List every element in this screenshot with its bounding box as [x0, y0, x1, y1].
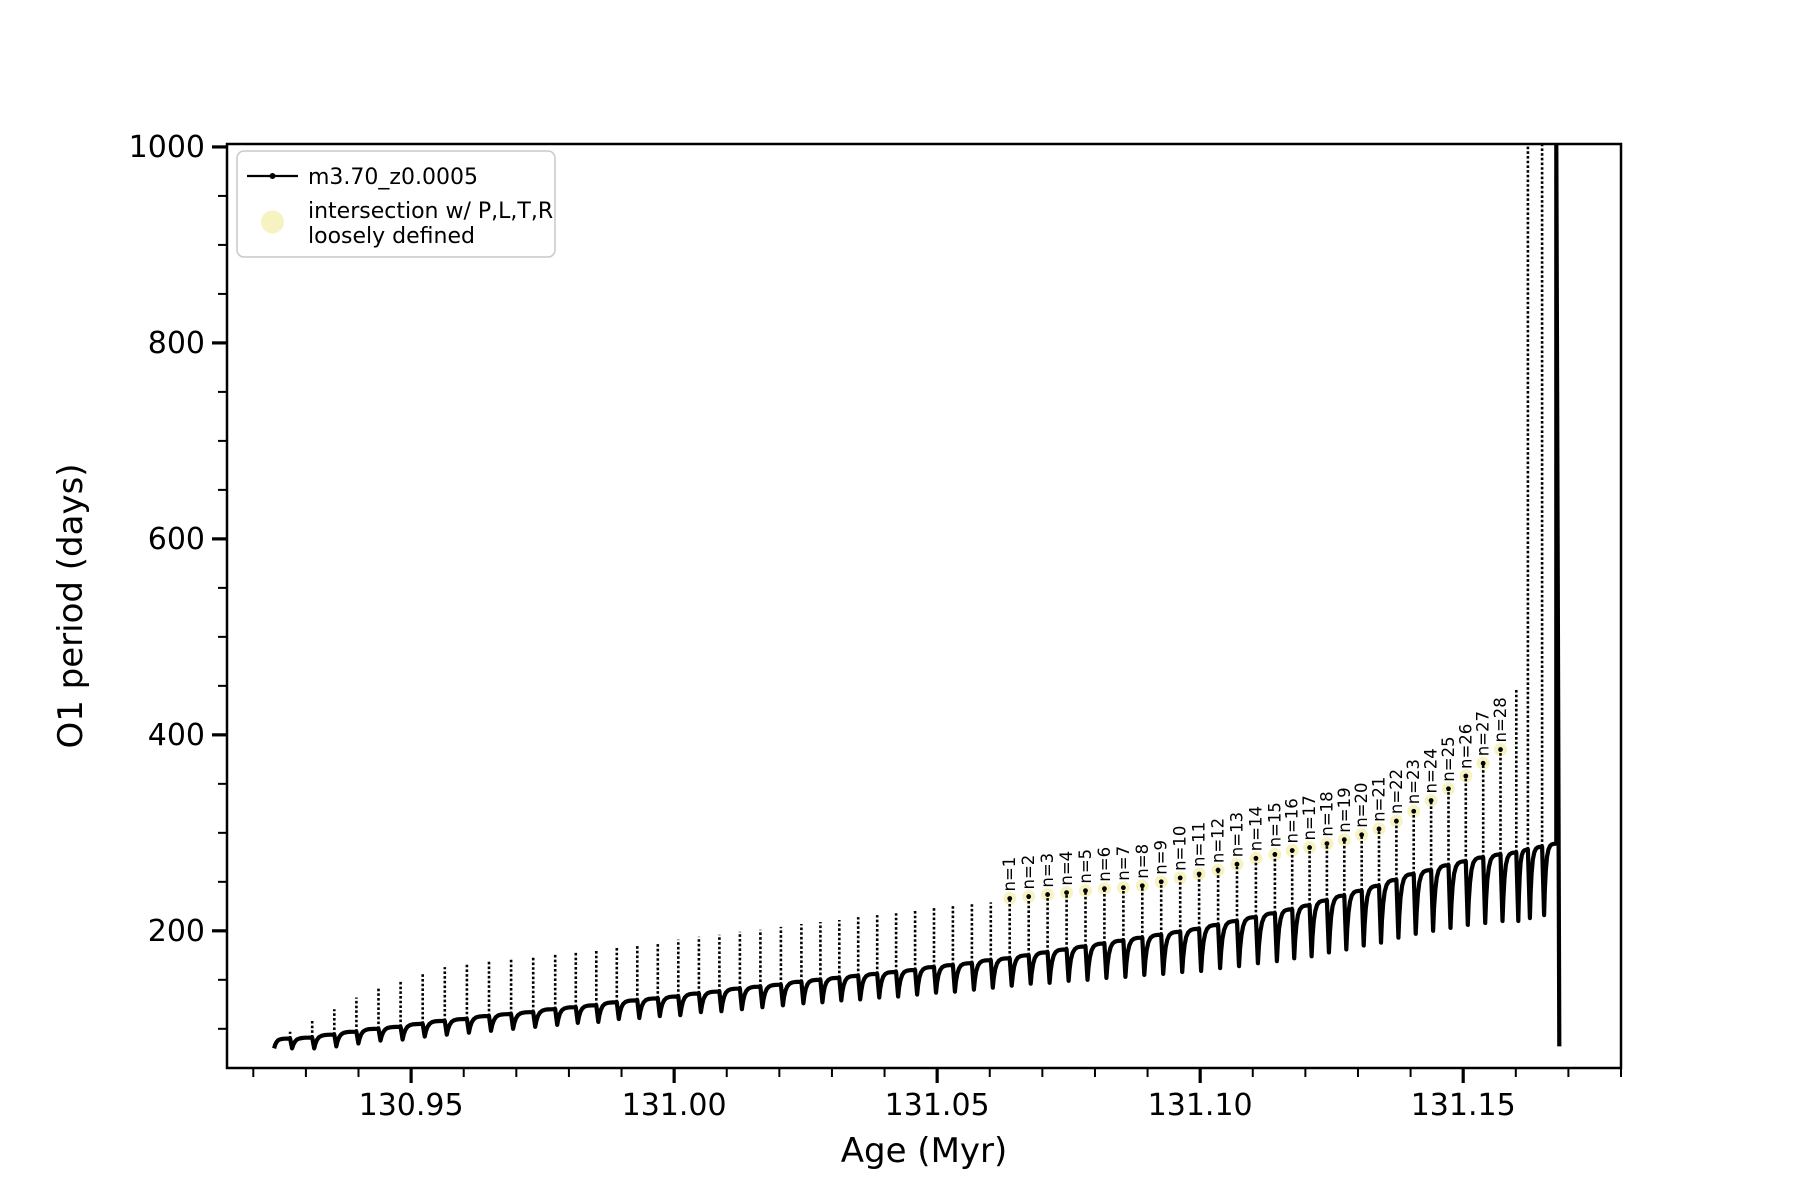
pulse-peak-dots	[1007, 747, 1503, 901]
pulse-peak-dot	[1393, 818, 1399, 824]
pulse-peak-dot	[1289, 848, 1295, 853]
legend-intersection-marker-icon	[261, 210, 284, 234]
pulse-peak-dot	[1158, 879, 1164, 885]
y-tick-label: 800	[148, 326, 205, 361]
pulse-label: n=18	[1317, 791, 1336, 836]
pulse-peak-dot	[1102, 886, 1107, 892]
legend-box	[236, 150, 556, 258]
pulse-label: n=26	[1456, 724, 1475, 769]
x-tick-label: 131.00	[622, 1088, 727, 1123]
pulse-peak-dot	[1324, 841, 1330, 847]
pulse-peak-dot	[1139, 883, 1145, 889]
axes-spines	[225, 142, 1623, 1070]
pulse-peak-dot	[1359, 832, 1365, 838]
pulse-peak-dot	[1234, 861, 1240, 867]
y-axis-label: O1 period (days)	[51, 463, 91, 748]
pulse-label: n=4	[1057, 851, 1076, 886]
pulse-peak-dot	[1083, 888, 1088, 894]
pulse-peak-dot	[1196, 871, 1202, 877]
x-tick-label: 130.95	[359, 1088, 464, 1123]
pulse-labels: n=1 n=2 n=3 n=4 n=5 n=6 n=7 n=8 n=9 n=10 n=11 n=12 n…	[1000, 697, 1510, 891]
pulse-peak-dot	[1253, 855, 1259, 861]
pulse-peak-dot	[1446, 786, 1451, 792]
pulse-label: n=2	[1019, 855, 1038, 890]
pulse-peak-dot	[1272, 851, 1278, 857]
pulse-label: n=20	[1352, 783, 1371, 828]
pulse-label: n=1	[1000, 857, 1019, 892]
pulse-peak-dot	[1411, 808, 1417, 814]
legend-entry-series-label: m3.70_z0.0005	[308, 165, 478, 190]
pulse-peak-dot	[1026, 894, 1032, 899]
pulse-peak-dot	[1428, 798, 1434, 803]
pulse-label: n=28	[1491, 697, 1510, 742]
pulse-label: n=13	[1228, 812, 1247, 857]
pulse-peak-dot	[1498, 747, 1503, 752]
pulse-peak-dot	[1480, 760, 1486, 766]
legend: m3.70_z0.0005 intersection w/ P,L,T,R lo…	[236, 150, 556, 258]
axis-ticks: 130.95 131.00 131.05 131.10 131.15 200 400 600 8…	[129, 130, 1622, 1123]
series-baseline	[272, 144, 1562, 1051]
y-tick-label: 400	[148, 718, 205, 753]
series-pulse-spikes	[288, 144, 1558, 1039]
legend-entry-intersection-label-line2: loosely defined	[308, 224, 475, 249]
pulse-label: n=14	[1246, 806, 1265, 851]
pulse-label: n=5	[1076, 849, 1095, 884]
pulse-label: n=11	[1190, 822, 1209, 867]
pulse-peak-dot	[1045, 892, 1051, 897]
pulse-peak-dot	[1007, 896, 1013, 901]
pulse-label: n=22	[1387, 769, 1406, 814]
pulse-label: n=3	[1038, 853, 1057, 888]
y-tick-label: 200	[148, 914, 205, 949]
pulse-peak-dot	[1341, 837, 1347, 843]
pulse-label: n=12	[1209, 818, 1228, 863]
pulse-peak-dot	[1064, 890, 1069, 896]
x-tick-label: 131.15	[1411, 1088, 1516, 1123]
legend-line-marker-icon	[269, 173, 276, 179]
pulse-peak-dot	[1307, 845, 1312, 850]
pulse-label: n=25	[1439, 736, 1458, 781]
pulse-label: n=9	[1152, 840, 1171, 875]
x-axis-label: Age (Myr)	[841, 1131, 1008, 1171]
pulse-peak-dot	[1215, 867, 1221, 873]
pulse-label: n=15	[1265, 802, 1284, 847]
x-tick-label: 131.10	[1148, 1088, 1253, 1123]
x-tick-label: 131.05	[885, 1088, 990, 1123]
pulse-label: n=23	[1404, 759, 1423, 804]
pulse-peak-dot	[1463, 773, 1469, 779]
y-tick-label: 1000	[129, 130, 205, 165]
pulse-label: n=10	[1171, 826, 1190, 871]
pulse-peak-dot	[1376, 826, 1382, 832]
pulse-label: n=6	[1095, 847, 1114, 882]
pulse-peak-dot	[1177, 875, 1183, 881]
pulse-label: n=19	[1335, 787, 1354, 832]
y-tick-label: 600	[148, 522, 205, 557]
pulse-label: n=8	[1133, 844, 1152, 879]
pulse-peak-dot	[1120, 885, 1126, 891]
pulse-label: n=17	[1300, 795, 1319, 840]
pulse-label: n=21	[1370, 777, 1389, 822]
pulse-label: n=27	[1474, 711, 1493, 756]
pulse-label: n=16	[1283, 798, 1302, 843]
pulse-label: n=24	[1422, 748, 1441, 793]
legend-entry-intersection-label-line1: intersection w/ P,L,T,R	[308, 199, 553, 224]
pulse-label: n=7	[1114, 846, 1133, 881]
